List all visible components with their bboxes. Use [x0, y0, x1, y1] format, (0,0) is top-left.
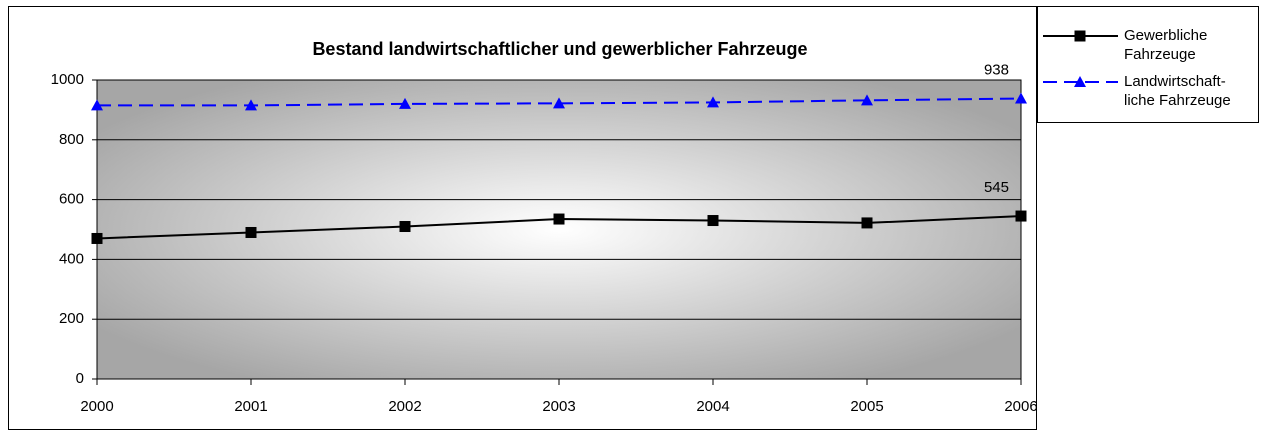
marker	[707, 96, 719, 108]
marker	[553, 213, 565, 225]
marker	[861, 94, 873, 106]
marker	[399, 221, 411, 233]
marker	[1074, 30, 1086, 42]
legend-label: Landwirtschaft-	[1124, 73, 1226, 90]
marker	[91, 232, 103, 244]
marker	[553, 97, 565, 109]
data-label: 545	[984, 179, 1009, 196]
x-tick-label: 2001	[234, 398, 267, 415]
marker	[1074, 76, 1086, 87]
x-tick-label: 2006	[1004, 398, 1037, 415]
plot-area	[97, 80, 1021, 379]
marker	[861, 217, 873, 229]
y-tick-label: 800	[59, 131, 84, 148]
x-tick-label: 2004	[696, 398, 729, 415]
y-tick-label: 600	[59, 191, 84, 208]
marker	[245, 99, 257, 111]
y-tick-label: 400	[59, 250, 84, 267]
legend	[1037, 6, 1259, 123]
legend-label: liche Fahrzeuge	[1124, 92, 1231, 109]
marker	[399, 97, 411, 109]
chart-title: Bestand landwirtschaftlicher und gewerbl…	[312, 39, 807, 59]
marker	[91, 99, 103, 111]
marker	[707, 215, 719, 227]
x-tick-label: 2005	[850, 398, 883, 415]
y-tick-label: 1000	[51, 71, 84, 88]
marker	[1015, 92, 1027, 104]
x-tick-label: 2003	[542, 398, 575, 415]
data-label: 938	[984, 62, 1009, 79]
y-tick-label: 0	[76, 370, 84, 387]
x-tick-label: 2002	[388, 398, 421, 415]
x-tick-label: 2000	[80, 398, 113, 415]
marker	[1015, 210, 1027, 222]
legend-label: Gewerbliche	[1124, 27, 1207, 44]
y-tick-label: 200	[59, 310, 84, 327]
marker	[245, 226, 257, 238]
legend-label: Fahrzeuge	[1124, 46, 1196, 63]
